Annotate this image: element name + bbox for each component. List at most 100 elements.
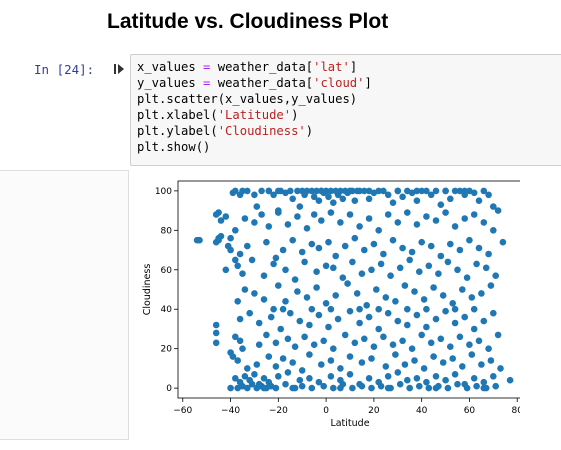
- data-point: [368, 384, 375, 392]
- data-point: [468, 351, 476, 358]
- data-point: [265, 187, 273, 195]
- data-point: [375, 305, 382, 313]
- data-point: [275, 187, 282, 195]
- data-point: [272, 363, 280, 370]
- data-point: [279, 355, 287, 362]
- data-point: [418, 238, 426, 246]
- data-point: [480, 317, 488, 325]
- data-point: [236, 315, 244, 323]
- data-point: [255, 319, 263, 327]
- data-point: [308, 240, 316, 248]
- data-point: [478, 290, 485, 297]
- data-point: [275, 209, 282, 216]
- data-point: [356, 319, 363, 327]
- code-token: ): [305, 124, 314, 138]
- data-point: [439, 292, 447, 299]
- data-point: [277, 325, 284, 333]
- code-token: 'lat': [313, 60, 350, 74]
- data-point: [392, 351, 399, 358]
- data-point: [241, 286, 249, 293]
- data-point: [239, 187, 246, 195]
- data-point: [330, 264, 337, 272]
- data-point: [310, 211, 318, 218]
- code-line: plt.xlabel('Latitude'): [137, 107, 298, 123]
- data-point: [380, 250, 387, 258]
- data-point: [244, 365, 251, 372]
- data-point: [327, 305, 335, 313]
- collapse-cell-icon[interactable]: [113, 63, 125, 75]
- code-token: plt.scatter(x_values,y_values): [137, 92, 358, 106]
- data-point: [451, 305, 459, 313]
- code-token: ]: [364, 76, 372, 90]
- y-tick-label: 100: [155, 187, 172, 197]
- data-point: [260, 296, 268, 303]
- data-point: [380, 333, 387, 341]
- data-point: [232, 256, 239, 264]
- data-point: [270, 191, 277, 199]
- data-point: [315, 378, 323, 386]
- data-point: [361, 335, 368, 343]
- data-point: [442, 376, 449, 384]
- code-token: 'Cloudiness': [217, 124, 306, 138]
- code-line: plt.show(): [137, 139, 210, 155]
- data-point: [363, 302, 370, 309]
- data-point: [298, 187, 306, 195]
- data-point: [351, 234, 359, 242]
- data-point: [270, 260, 277, 268]
- data-point: [267, 313, 275, 321]
- data-point: [306, 321, 313, 329]
- data-point: [487, 357, 495, 364]
- data-point: [463, 274, 471, 281]
- output-prompt-area: [0, 170, 129, 440]
- data-point: [406, 384, 414, 392]
- data-point: [358, 359, 366, 366]
- data-point: [392, 298, 399, 305]
- data-point: [365, 195, 373, 203]
- data-point: [294, 187, 301, 195]
- data-point: [296, 203, 304, 210]
- data-point: [346, 211, 354, 218]
- data-point: [365, 187, 373, 195]
- data-point: [212, 339, 220, 347]
- data-point: [461, 187, 469, 195]
- data-point: [361, 187, 368, 195]
- data-point: [473, 260, 480, 268]
- data-point: [215, 209, 222, 216]
- data-point: [289, 236, 296, 244]
- data-point: [413, 375, 421, 382]
- data-point: [459, 363, 466, 370]
- data-point: [475, 337, 483, 345]
- data-point: [287, 309, 294, 317]
- data-point: [361, 246, 368, 254]
- data-point: [337, 365, 344, 372]
- cell-prompt: In [24]:: [34, 62, 95, 77]
- data-point: [222, 213, 230, 220]
- data-point: [258, 211, 265, 218]
- data-point: [232, 187, 239, 195]
- data-point: [396, 380, 404, 388]
- data-point: [382, 294, 390, 301]
- data-point: [456, 333, 464, 341]
- data-point: [370, 240, 378, 248]
- data-point: [437, 201, 445, 208]
- code-token: =: [203, 60, 211, 74]
- data-point: [356, 187, 363, 195]
- data-point: [413, 221, 421, 228]
- data-point: [294, 213, 301, 220]
- data-point: [365, 375, 373, 382]
- code-cell[interactable]: x_values = weather_data['lat'] y_values =…: [130, 54, 561, 166]
- data-point: [356, 305, 363, 313]
- data-point: [423, 305, 430, 313]
- data-point: [306, 351, 313, 358]
- data-point: [346, 187, 354, 195]
- data-point: [289, 384, 296, 392]
- data-point: [315, 311, 323, 319]
- y-tick-label: 80: [161, 226, 173, 236]
- data-point: [327, 187, 335, 195]
- data-point: [236, 337, 244, 345]
- data-point: [349, 258, 356, 266]
- data-point: [365, 215, 373, 222]
- data-point: [275, 373, 282, 380]
- x-tick-label: 0: [323, 406, 329, 416]
- data-point: [461, 380, 469, 388]
